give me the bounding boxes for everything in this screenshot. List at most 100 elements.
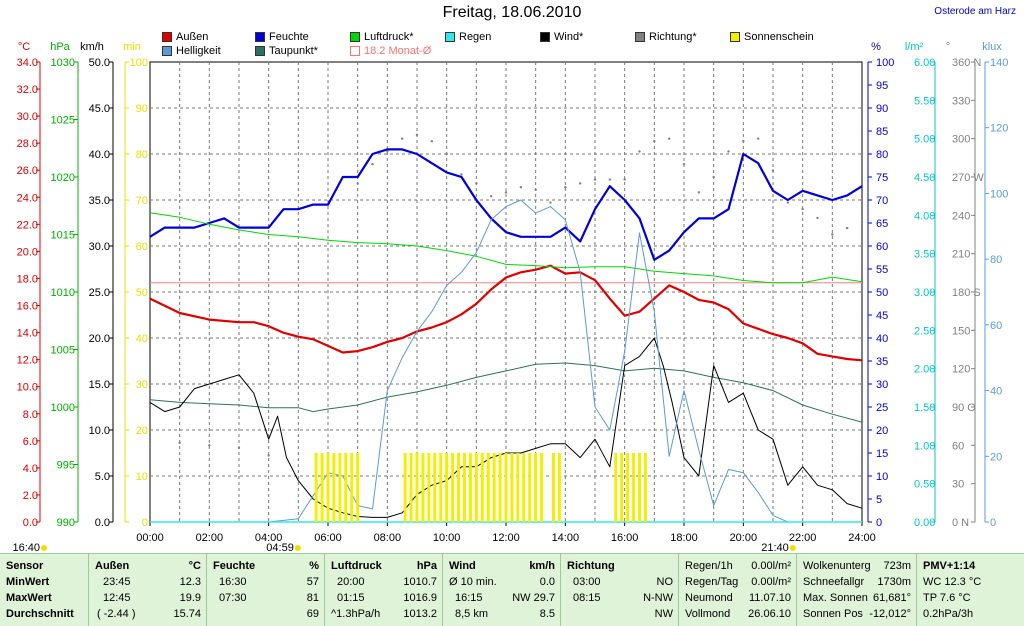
sunrise-left-dot (41, 545, 47, 551)
x-tick-label: 06:00 (314, 532, 342, 544)
x-tick-label: 20:00 (730, 532, 758, 544)
temp_c-tick-label: 16.0 (17, 301, 38, 313)
humidity_pct-tick-label: 45 (876, 310, 888, 322)
richtung-max: N-NW (643, 592, 673, 604)
wind-unit: km/h (529, 560, 555, 572)
sun_min-tick-label: 0 (142, 517, 148, 529)
direction_deg-tick-label: 240 (952, 210, 970, 222)
sunshine-bar (403, 453, 407, 522)
temp_c-tick-label: 34.0 (17, 57, 38, 69)
rain_lm2-tick-label: 0.00 (914, 517, 935, 529)
feuchte-time-max: 07:30 (219, 592, 247, 604)
sun_min-axis-title: min (123, 41, 141, 53)
legend-label: Taupunkt* (269, 45, 318, 57)
direction-point (653, 140, 656, 143)
direction-point (489, 194, 493, 198)
legend-swatch (350, 46, 360, 56)
sun_min-tick-label: 10 (136, 471, 148, 483)
row-label-avg: Durchschnitt (6, 608, 74, 620)
regen-tag: 0.00l/m² (751, 576, 791, 588)
sun_min-tick-label: 80 (136, 149, 148, 161)
legend-item-luftdruck: Luftdruck* (350, 31, 414, 43)
temp_c-tick-label: 20.0 (17, 246, 38, 258)
temp_c-tick-label: 2.0 (23, 490, 38, 502)
direction-point (178, 441, 181, 444)
direction-point (845, 226, 849, 230)
wind_kmh-tick-label: 10.0 (89, 425, 110, 437)
direction-point (460, 173, 463, 176)
direction-point (816, 216, 819, 220)
humidity_pct-tick-label: 95 (876, 80, 888, 92)
humidity_pct-tick-label: 55 (876, 264, 888, 276)
temp_c-tick-label: 32.0 (17, 84, 38, 96)
wind_kmh-tick-label: 35.0 (89, 195, 110, 207)
direction_deg-tick-label: 210 (952, 249, 970, 261)
sunshine-bar (638, 453, 641, 522)
direction-point (623, 178, 626, 181)
pressure_hpa-axis-title: hPa (50, 41, 70, 53)
direction-point (756, 137, 760, 140)
humidity_pct-tick-label: 5 (876, 494, 882, 506)
pmv-column: PMV+1:14 WC 12.3 °C TP 7.6 °C 0.2hPa/3h (916, 554, 1024, 626)
humidity_pct-tick-label: 10 (876, 471, 888, 483)
wind-max: NW 29.7 (512, 592, 555, 604)
direction-point (727, 150, 730, 153)
rain_lm2-tick-label: 0.50 (914, 479, 935, 491)
sunshine-bar (409, 453, 413, 522)
direction-point (593, 178, 597, 181)
richtung-column: Richtung 03:00 08:15 NO N-NW NW (560, 554, 679, 626)
luftdruck-title: Luftdruck (331, 560, 382, 572)
rain_lm2-tick-label: 5.50 (914, 95, 935, 107)
humidity_pct-tick-label: 0 (876, 517, 882, 529)
direction_deg-tick-label: 330 (952, 95, 970, 107)
temp_c-tick-label: 30.0 (17, 111, 38, 123)
sun_min-tick-label: 20 (136, 425, 148, 437)
sunshine-bar (522, 453, 526, 522)
vollmond-label: Vollmond (685, 608, 731, 620)
sunshine-bar (540, 453, 544, 522)
humidity_pct-tick-label: 90 (876, 103, 888, 115)
weather-chart: 00:00 02:00 04:00 06:00 08:00 10:00 12:00 14:00… (12, 41, 1008, 553)
x-tick-label: 12:00 (492, 532, 520, 544)
sunshine-bar (498, 453, 502, 522)
direction-point (682, 163, 686, 166)
sunset-label: 21:40 (761, 542, 789, 553)
schneefall-value: 1730m (877, 576, 911, 588)
regen-1h: 0.00l/m² (751, 560, 791, 572)
luftdruck-unit: hPa (416, 560, 437, 572)
humidity_pct-tick-label: 40 (876, 333, 888, 345)
sunshine-bar (314, 453, 318, 522)
richtung-avg: NW (654, 608, 673, 620)
direction-point (237, 446, 241, 450)
direction_deg-tick-label: 30 (952, 479, 964, 491)
sonnenpos-value: -12,012° (869, 608, 911, 620)
aussen-time-max: 12:45 (103, 592, 131, 604)
legend-item-aussen: Außen (162, 31, 208, 43)
luftdruck-time-max: 01:15 (337, 592, 365, 604)
legend-label: Wind* (554, 31, 584, 43)
sunshine-bar (474, 453, 478, 522)
humidity_pct-tick-label: 100 (876, 57, 894, 69)
summary-panel: Sensor MinWert MaxWert Durchschnitt Auße… (0, 553, 1024, 626)
temp_c-tick-label: 12.0 (17, 355, 38, 367)
series-line-auen (149, 264, 863, 362)
x-tick-label: 02:00 (196, 532, 224, 544)
sunrise-left-label: 16:40 (12, 542, 40, 553)
direction-point (267, 454, 270, 457)
humidity_pct-tick-label: 75 (876, 172, 888, 184)
legend-item-sonnenschein: Sonnenschein (730, 31, 814, 43)
humidity_pct-tick-label: 70 (876, 195, 888, 207)
rain_lm2-tick-label: 1.50 (914, 402, 935, 414)
maxsonnen-value: 61,681° (872, 592, 911, 604)
sunshine-bar (415, 453, 419, 522)
direction-point (638, 150, 641, 153)
x-tick-label: 18:00 (670, 532, 698, 544)
sunshine-bar (643, 453, 647, 522)
legend-swatch (162, 32, 172, 42)
wind_kmh-axis-title: km/h (80, 41, 104, 53)
feuchte-min: 57 (306, 576, 319, 588)
humidity_pct-tick-label: 65 (876, 218, 888, 230)
feuchte-max: 81 (306, 592, 319, 604)
temp_c-tick-label: 24.0 (17, 192, 38, 204)
sunshine-bar (486, 453, 490, 522)
